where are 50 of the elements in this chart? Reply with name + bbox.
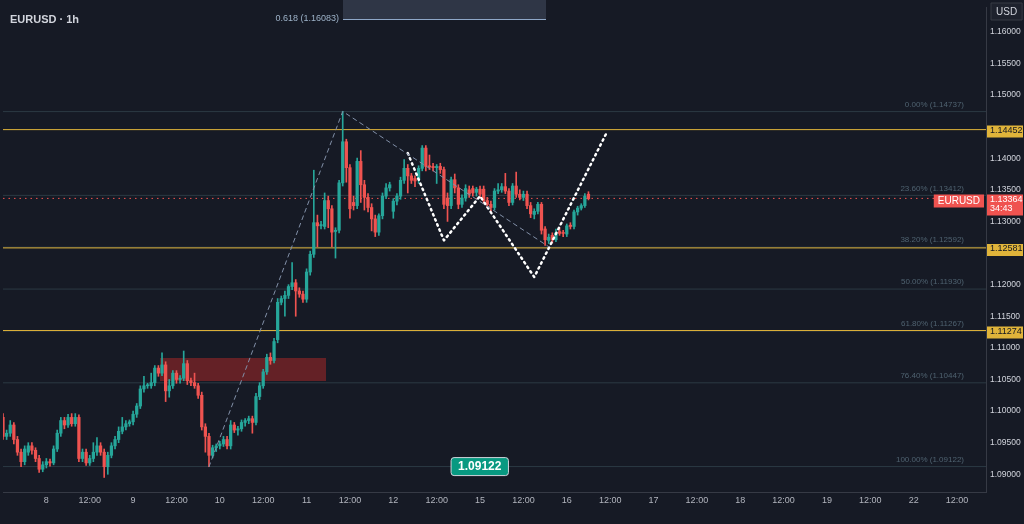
x-tick-label: 19 <box>821 494 832 505</box>
ref-line-label: 76.40% (1.10447) <box>900 371 965 381</box>
x-tick-label: 12:00 <box>512 494 535 505</box>
x-tick-label: 12:00 <box>598 494 622 505</box>
x-tick-label: 22 <box>908 494 919 505</box>
x-tick-label: 12:00 <box>685 494 709 505</box>
x-tick-label: 12:00 <box>78 494 101 505</box>
x-tick-label: 12:00 <box>772 494 795 505</box>
ref-line-label: 1.14452 <box>990 125 1023 136</box>
y-tick-label: 1.09500 <box>990 437 1021 448</box>
y-tick-label: 1.13500 <box>990 184 1021 195</box>
ref-line-label: 1.11274 <box>990 326 1022 337</box>
ref-line-label: 1.13364 34:43 <box>990 193 1023 213</box>
x-tick-label: 12:00 <box>425 494 448 505</box>
ref-line-label: 61.80% (1.11267) <box>900 319 965 329</box>
ref-line-label: 23.60% (1.13412) <box>900 183 965 193</box>
y-axis-title: USD <box>996 5 1018 17</box>
y-tick-label: 1.11500 <box>990 310 1021 321</box>
x-tick-label: 9 <box>130 494 136 505</box>
y-tick-label: 1.13000 <box>990 215 1021 226</box>
annotation: EURUSD <box>937 194 981 206</box>
ref-line-label: 100.00% (1.09122) <box>895 454 965 464</box>
x-tick-label: 12 <box>388 494 399 505</box>
ref-line-label: 50.00% (1.11930) <box>900 277 965 287</box>
x-tick-label: 10 <box>214 494 225 505</box>
y-tick-label: 1.12000 <box>990 278 1021 289</box>
y-tick-label: 1.09000 <box>990 468 1021 479</box>
annotation: 1.09122 <box>458 458 502 473</box>
y-tick-label: 1.14000 <box>990 152 1021 163</box>
x-tick-label: 18 <box>735 494 746 505</box>
x-tick-label: 17 <box>648 494 659 505</box>
x-tick-label: 16 <box>561 494 572 505</box>
y-tick-label: 1.10000 <box>990 405 1021 416</box>
y-tick-label: 1.10500 <box>990 373 1021 384</box>
x-tick-label: 12:00 <box>338 494 362 505</box>
x-tick-label: 12:00 <box>165 494 188 505</box>
x-tick-label: 12:00 <box>945 494 969 505</box>
y-tick-label: 1.16000 <box>990 26 1021 37</box>
annotation: 0.618 (1.16083) <box>275 13 339 24</box>
x-tick-label: 15 <box>475 494 486 505</box>
y-tick-label: 1.15000 <box>990 89 1021 100</box>
ref-line-label: 1.12581 <box>990 243 1023 254</box>
y-tick-label: 1.11000 <box>990 342 1021 353</box>
x-tick-label: 8 <box>43 494 49 505</box>
y-tick-label: 1.15500 <box>990 57 1021 68</box>
x-tick-label: 11 <box>301 494 312 505</box>
x-tick-label: 12:00 <box>859 494 882 505</box>
ref-line-label: 38.20% (1.12592) <box>900 235 965 245</box>
text: EURUSD · 1h <box>10 13 80 26</box>
x-tick-label: 12:00 <box>251 494 275 505</box>
